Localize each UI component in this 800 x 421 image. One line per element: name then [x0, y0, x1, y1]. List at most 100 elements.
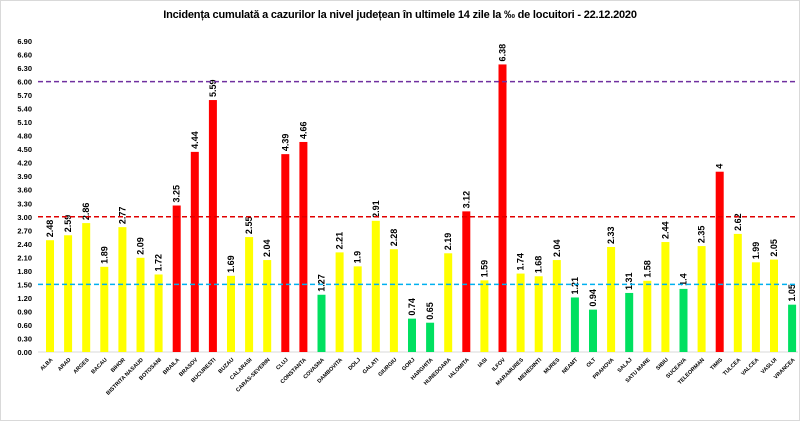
- y-tick-label: 2.40: [17, 240, 32, 249]
- bar-ialomita: [462, 211, 471, 352]
- bar-vaslui: [770, 259, 778, 352]
- bar-salaj: [625, 292, 634, 352]
- bar-dolj: [353, 266, 362, 352]
- data-label: 0.74: [407, 298, 417, 316]
- data-label: 4: [715, 164, 725, 169]
- data-label: 5.59: [208, 80, 218, 98]
- x-tick-label: ILFOV: [491, 357, 507, 373]
- y-tick-label: 0.30: [17, 334, 32, 343]
- data-label: 3.25: [172, 185, 182, 203]
- data-label: 4.39: [280, 134, 290, 152]
- data-label: 1.05: [787, 284, 797, 302]
- bar-mehedinti: [534, 276, 543, 352]
- bar-gorj: [408, 318, 416, 352]
- bar-arad: [64, 235, 73, 352]
- data-label: 0.94: [588, 289, 598, 307]
- data-label: 1.99: [751, 242, 761, 260]
- data-label: 1.59: [479, 260, 489, 278]
- bar-botosani: [154, 274, 163, 352]
- y-tick-label: 1.50: [17, 280, 32, 289]
- x-tick-label: OLT: [586, 357, 598, 369]
- x-tick-label: GORJ: [401, 357, 416, 372]
- y-tick-label: 4.50: [17, 145, 32, 154]
- data-label: 2.21: [335, 232, 345, 250]
- data-label: 1.58: [642, 260, 652, 278]
- bar-galati: [371, 220, 380, 352]
- y-tick-label: 3.30: [17, 199, 32, 208]
- data-label: 4.44: [190, 131, 200, 149]
- bar-bacau: [100, 266, 109, 352]
- x-tick-label: IASI: [477, 357, 489, 369]
- x-tick-label: VALCEA: [740, 357, 760, 377]
- bar-mures: [552, 260, 561, 352]
- bar-neamt: [570, 297, 579, 352]
- x-tick-label: CLUJ: [275, 357, 289, 371]
- y-tick-label: 6.30: [17, 64, 32, 73]
- bar-buzau: [227, 275, 235, 352]
- data-label: 1.74: [516, 253, 526, 271]
- bar-calarasi: [245, 237, 254, 352]
- data-label: 2.77: [117, 207, 127, 225]
- data-label: 2.28: [389, 229, 399, 247]
- y-tick-label: 6.90: [17, 37, 32, 46]
- y-tick-label: 4.80: [17, 132, 32, 141]
- x-tick-label: ARGES: [73, 357, 91, 375]
- x-tick-label: SIBIU: [655, 357, 670, 372]
- data-label: 2.48: [45, 220, 55, 238]
- data-label: 2.04: [552, 240, 562, 258]
- x-tick-label: SALAJ: [617, 357, 634, 374]
- bar-valcea: [751, 262, 760, 352]
- x-tick-label: MURES: [543, 357, 562, 376]
- bar-bihor: [118, 227, 127, 352]
- data-label: 2.33: [606, 226, 616, 244]
- bar-hunedoara: [444, 253, 453, 352]
- bar-sibiu: [661, 242, 670, 352]
- data-label: 2.19: [443, 233, 453, 251]
- data-label: 2.44: [660, 221, 670, 239]
- y-tick-label: 4.20: [17, 159, 32, 168]
- x-tick-label: DOLJ: [347, 357, 362, 372]
- bar-bistrita-nasaud: [136, 257, 145, 352]
- bar-timis: [715, 171, 724, 352]
- data-label: 4.66: [298, 121, 308, 139]
- data-label: 2.35: [697, 226, 707, 244]
- bar-tulcea: [733, 233, 742, 352]
- x-tick-label: TULCEA: [722, 357, 742, 377]
- x-tick-label: TIMIS: [709, 357, 724, 372]
- data-label: 1.68: [534, 256, 544, 274]
- data-label: 3.12: [461, 191, 471, 209]
- data-label: 1.4: [679, 273, 689, 286]
- x-tick-label: ARAD: [57, 357, 72, 372]
- y-tick-label: 0.90: [17, 307, 32, 316]
- bar-giurgiu: [389, 249, 398, 352]
- y-tick-label: 3.60: [17, 186, 32, 195]
- data-label: 2.09: [136, 237, 146, 255]
- bar-arges: [82, 223, 91, 352]
- y-tick-label: 5.40: [17, 105, 32, 114]
- y-tick-label: 0.60: [17, 321, 32, 330]
- x-tick-label: CARAS-SEVERIN: [235, 357, 271, 393]
- bar-maramures: [516, 273, 525, 352]
- bar-caras-severin: [263, 260, 272, 352]
- bar-vrancea: [788, 304, 797, 352]
- bar-suceava: [679, 288, 688, 352]
- y-tick-label: 1.20: [17, 294, 32, 303]
- bar-constanta: [299, 141, 308, 352]
- y-tick-label: 2.10: [17, 253, 32, 262]
- data-label: 2.55: [244, 217, 254, 235]
- bar-braila: [172, 205, 181, 352]
- x-tick-label: GIURGIU: [377, 357, 398, 378]
- data-label: 1.21: [570, 277, 580, 295]
- y-tick-label: 6.60: [17, 51, 32, 60]
- data-label: 2.62: [733, 213, 743, 231]
- bar-brasov: [190, 151, 199, 352]
- data-label: 1.72: [154, 254, 164, 272]
- y-tick-label: 1.80: [17, 267, 32, 276]
- data-label: 2.59: [63, 215, 73, 233]
- y-tick-label: 3.90: [17, 172, 32, 181]
- data-label: 1.89: [99, 246, 109, 264]
- data-label: 0.65: [425, 302, 435, 320]
- data-label: 1.27: [317, 274, 327, 292]
- bar-olt: [589, 309, 597, 352]
